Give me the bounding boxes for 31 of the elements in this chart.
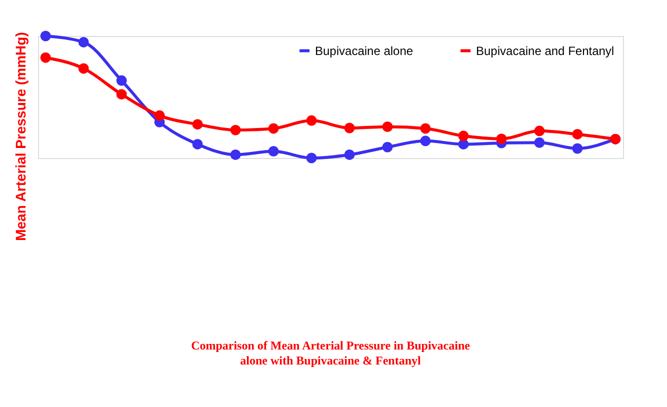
point bbox=[154, 110, 165, 121]
point bbox=[230, 124, 241, 136]
point bbox=[420, 136, 431, 146]
y-axis-title: Mean Arterial Pressure (mmHg) bbox=[12, 32, 28, 241]
text: Comparison of Mean Arterial Pressure in Bupivacaine alone with Bupivacaine & Fentanyl bbox=[191, 338, 471, 368]
point bbox=[78, 36, 89, 48]
point bbox=[268, 146, 279, 157]
point bbox=[534, 137, 545, 148]
point bbox=[192, 119, 203, 130]
point bbox=[382, 122, 393, 132]
point bbox=[116, 89, 127, 100]
point bbox=[458, 130, 469, 142]
point bbox=[572, 128, 583, 140]
point bbox=[306, 152, 317, 164]
point bbox=[192, 138, 203, 150]
point bbox=[496, 134, 507, 144]
point bbox=[268, 123, 279, 134]
point bbox=[420, 123, 431, 134]
point bbox=[230, 149, 241, 160]
point bbox=[306, 115, 317, 126]
point bbox=[572, 143, 583, 154]
point bbox=[344, 122, 355, 134]
legend-label: Bupivacaine and Fentanyl bbox=[476, 44, 614, 58]
point bbox=[344, 149, 355, 160]
legend-label: Bupivacaine alone bbox=[315, 44, 414, 58]
point bbox=[534, 126, 545, 136]
point bbox=[116, 75, 127, 86]
point bbox=[40, 52, 51, 63]
point bbox=[40, 30, 51, 42]
point bbox=[78, 63, 89, 74]
point bbox=[382, 142, 393, 152]
